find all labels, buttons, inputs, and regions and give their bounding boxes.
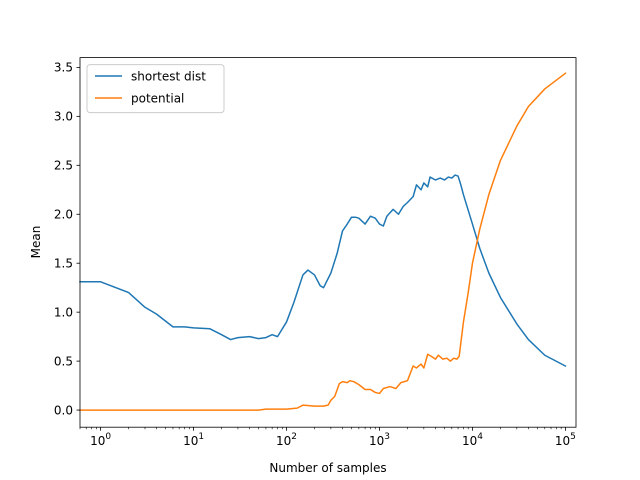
x-tick-base: 10 — [276, 434, 291, 448]
x-tick-label: 104 — [462, 432, 483, 448]
y-tick-label: 3.0 — [54, 110, 73, 124]
x-tick-base: 10 — [462, 434, 477, 448]
plot-content — [79, 72, 567, 411]
x-tick-exponent: 4 — [477, 432, 483, 442]
x-tick-base: 10 — [369, 434, 384, 448]
x-tick-exponent: 1 — [198, 432, 204, 442]
axes-frame — [79, 57, 577, 428]
y-tick-label: 0.0 — [54, 403, 73, 417]
legend-label: shortest dist — [131, 70, 206, 84]
legend: shortest dist potential — [86, 64, 225, 114]
x-tick-exponent: 2 — [291, 432, 297, 442]
x-tick-label: 105 — [555, 432, 576, 448]
y-tick-label: 2.0 — [54, 207, 73, 221]
x-tick-label: 100 — [90, 432, 111, 448]
y-tick-label: 2.5 — [54, 158, 73, 172]
x-tick-exponent: 0 — [105, 432, 111, 442]
y-tick-label: 1.0 — [54, 305, 73, 319]
x-tick-label: 101 — [183, 432, 204, 448]
y-axis-ticks: 0.0 0.5 1.0 1.5 2.0 2.5 3.0 3.5 — [54, 61, 80, 417]
x-tick-base: 10 — [90, 434, 105, 448]
x-tick-base: 10 — [183, 434, 198, 448]
x-tick-exponent: 3 — [384, 432, 390, 442]
y-tick-label: 3.5 — [54, 61, 73, 75]
x-axis-ticks: 100 101 102 103 104 105 — [79, 427, 576, 448]
x-axis-label: Number of samples — [269, 461, 386, 475]
x-tick-base: 10 — [555, 434, 570, 448]
y-tick-label: 0.5 — [54, 354, 73, 368]
series-line-1 — [79, 72, 567, 411]
series-line-0 — [79, 174, 567, 368]
x-tick-label: 103 — [369, 432, 390, 448]
y-tick-label: 1.5 — [54, 256, 73, 270]
y-axis-label: Mean — [29, 226, 43, 259]
legend-label: potential — [131, 92, 184, 106]
x-tick-label: 102 — [276, 432, 297, 448]
x-tick-exponent: 5 — [570, 432, 576, 442]
